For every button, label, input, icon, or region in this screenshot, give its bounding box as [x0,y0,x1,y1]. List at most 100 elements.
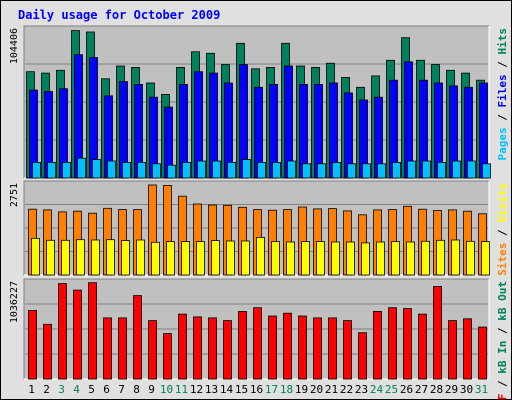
y-max-label: 2751 [9,183,20,207]
bar-visits [391,241,400,276]
x-tick-label: 30 [460,383,473,396]
bar-pages [47,161,56,179]
x-tick-label: 10 [160,383,173,396]
x-tick-label: 27 [415,383,428,396]
bar-visits [256,236,265,276]
bar-visits [286,241,295,276]
bar-pages [482,163,491,179]
bar-visits [361,242,370,276]
legend-hits-files-pages: Pages / Files / Hits [496,28,509,161]
x-tick-label: 28 [430,383,443,396]
bar-kb-f [283,312,292,380]
bar-visits [436,239,445,276]
bar-pages [107,160,116,179]
x-tick-label: 26 [400,383,413,396]
bar-pages [392,161,401,179]
bar-visits [211,240,220,276]
bar-visits [376,241,385,276]
bar-kb-f [328,317,337,380]
bar-visits [226,240,235,276]
bar-kb-f [313,317,322,380]
bar-kb-f [133,295,142,380]
bar-kb-f [58,283,67,380]
bar-visits [466,240,475,276]
legend-kbin-kbout: kB F / kB In / kB Out [496,281,509,400]
x-tick-label: 1 [28,383,35,396]
bar-visits [271,241,280,276]
bar-kb-f [178,313,187,380]
bar-kb-f [103,317,112,380]
x-tick-label: 19 [295,383,308,396]
bar-pages [197,160,206,179]
bar-pages [362,163,371,179]
bar-files [404,61,413,179]
bar-pages [152,163,161,179]
x-tick-label: 20 [310,383,323,396]
y-max-label: 1036227 [9,281,20,323]
bar-visits [481,241,490,276]
bar-pages [437,161,446,179]
bar-kb-f [358,332,367,380]
bar-visits [421,240,430,276]
bar-pages [122,161,131,179]
bar-kb-f [253,307,262,380]
bar-pages [182,161,191,179]
y-max-label: 104406 [9,28,20,64]
bar-kb-f [448,320,457,380]
x-tick-label: 23 [355,383,368,396]
bar-pages [167,164,176,179]
bar-pages [347,163,356,179]
bar-pages [242,159,251,179]
x-tick-label: 5 [88,383,95,396]
bar-pages [452,160,461,179]
bar-kb-f [343,320,352,380]
x-tick-label: 18 [280,383,293,396]
bar-visits [451,239,460,276]
x-tick-label: 22 [340,383,353,396]
bar-kb-f [223,320,232,380]
bar-pages [92,159,101,179]
bar-kb-f [193,316,202,380]
x-tick-label: 9 [148,383,155,396]
bar-kb-f [418,313,427,380]
bar-visits [406,241,415,276]
x-tick-label: 8 [133,383,140,396]
bar-pages [137,161,146,179]
legend-visits-sites: Sites / Visits [496,183,509,276]
x-tick-label: 17 [265,383,278,396]
bar-pages [467,160,476,179]
bar-visits [91,239,100,276]
bar-visits [121,240,130,276]
bar-visits [76,239,85,276]
x-tick-label: 13 [205,383,218,396]
bar-visits [181,241,190,276]
bar-pages [212,160,221,179]
bar-visits [196,241,205,276]
bar-pages [332,161,341,179]
bar-visits [316,241,325,276]
bar-kb-f [208,317,217,380]
bar-kb-f [43,323,52,380]
bar-pages [62,161,71,179]
x-tick-label: 24 [370,383,384,396]
bar-pages [407,160,416,179]
x-tick-label: 15 [235,383,248,396]
bar-pages [287,160,296,179]
bar-kb-f [28,309,37,380]
bar-visits [136,239,145,276]
bar-kb-f [403,308,412,380]
bar-pages [422,160,431,179]
bar-pages [272,161,281,179]
x-tick-label: 11 [175,383,188,396]
bar-kb-f [163,333,172,380]
bar-visits [241,240,250,276]
x-tick-label: 31 [475,383,488,396]
x-tick-label: 16 [250,383,263,396]
x-tick-label: 21 [325,383,338,396]
bar-kb-f [73,289,82,380]
chart-title: Daily usage for October 2009 [18,8,220,22]
bar-kb-f [148,320,157,380]
x-tick-label: 4 [73,383,80,396]
bar-kb-f [463,318,472,380]
bar-visits [61,239,70,276]
